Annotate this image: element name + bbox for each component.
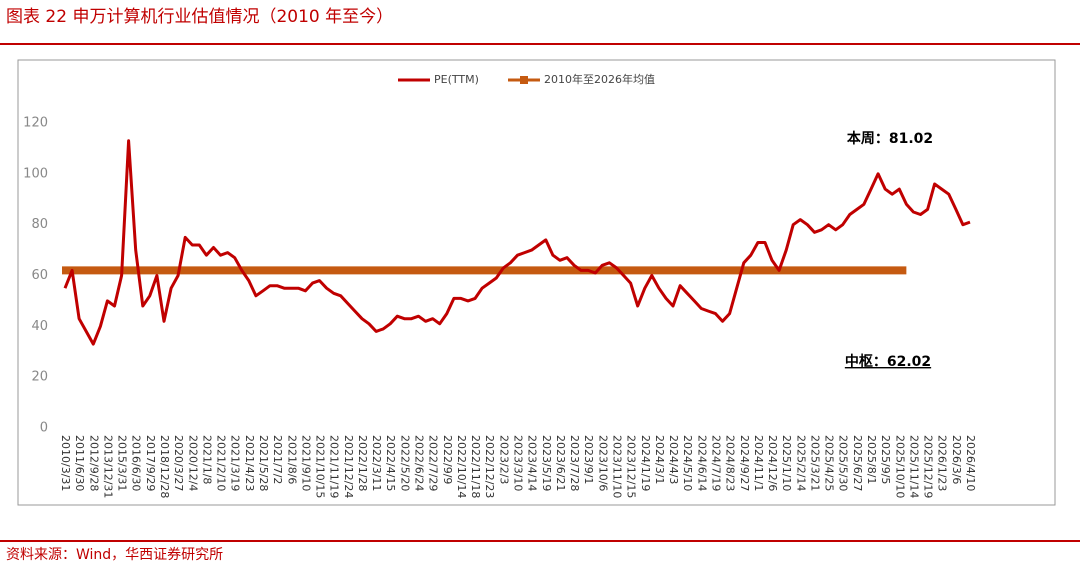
y-tick-label: 20	[31, 370, 48, 385]
x-tick-label: 2022/9/9	[441, 435, 454, 484]
x-tick-label: 2023/9/1	[582, 435, 595, 484]
x-tick-label: 2021/9/10	[299, 435, 312, 491]
x-tick-label: 2026/1/23	[936, 435, 949, 491]
x-tick-label: 2023/3/10	[512, 435, 525, 491]
y-tick-label: 120	[23, 116, 48, 131]
annotation: 本周：81.02	[847, 130, 933, 147]
x-tick-label: 2022/7/29	[427, 435, 440, 491]
x-tick-label: 2021/11/19	[328, 435, 341, 498]
x-tick-label: 2022/1/28	[356, 435, 369, 491]
x-tick-label: 2011/6/30	[73, 435, 86, 491]
x-tick-label: 2017/9/29	[144, 435, 157, 491]
x-tick-label: 2023/2/3	[497, 435, 510, 484]
legend-marker	[520, 76, 528, 84]
x-tick-label: 2012/9/28	[87, 435, 100, 491]
x-tick-label: 2025/8/1	[865, 435, 878, 484]
series-line	[63, 139, 971, 346]
x-tick-label: 2023/11/10	[610, 435, 623, 498]
x-tick-label: 2024/1/19	[639, 435, 652, 491]
legend-label: 2010年至2026年均值	[544, 72, 655, 86]
x-tick-label: 2025/11/14	[907, 435, 920, 498]
x-tick-label: 2025/2/14	[794, 435, 807, 491]
x-tick-label: 2020/3/27	[172, 435, 185, 491]
x-tick-label: 2025/3/21	[808, 435, 821, 491]
x-tick-label: 2023/6/21	[554, 435, 567, 491]
x-tick-label: 2020/12/4	[186, 435, 199, 491]
legend-label: PE(TTM)	[434, 73, 479, 86]
x-tick-label: 2021/12/24	[342, 435, 355, 498]
x-tick-label: 2024/12/6	[766, 435, 779, 491]
x-tick-label: 2025/9/5	[879, 435, 892, 484]
x-tick-label: 2021/3/19	[229, 435, 242, 491]
x-tick-label: 2015/3/31	[116, 435, 129, 491]
x-tick-label: 2024/6/14	[695, 435, 708, 491]
x-tick-label: 2021/4/23	[243, 435, 256, 491]
x-tick-label: 2021/7/2	[271, 435, 284, 484]
x-tick-label: 2021/8/6	[285, 435, 298, 484]
x-tick-label: 2025/4/25	[823, 435, 836, 491]
x-tick-label: 2025/5/30	[837, 435, 850, 491]
chart-frame	[17, 59, 1056, 506]
x-tick-label: 2021/1/8	[200, 435, 213, 484]
y-tick-label: 80	[31, 217, 48, 232]
x-tick-label: 2021/5/28	[257, 435, 270, 491]
x-tick-label: 2024/5/10	[681, 435, 694, 491]
y-tick-label: 60	[31, 268, 48, 283]
x-tick-label: 2022/12/23	[483, 435, 496, 498]
x-tick-label: 2024/4/3	[667, 435, 680, 484]
x-tick-label: 2022/4/15	[384, 435, 397, 491]
x-tick-label: 2024/3/1	[653, 435, 666, 484]
y-tick-label: 100	[23, 166, 48, 181]
x-tick-label: 2025/1/10	[780, 435, 793, 491]
x-tick-label: 2023/7/28	[568, 435, 581, 491]
x-tick-label: 2025/10/10	[893, 435, 906, 498]
x-tick-label: 2023/10/6	[596, 435, 609, 491]
x-tick-label: 2024/9/27	[738, 435, 751, 491]
x-tick-label: 2026/3/6	[950, 435, 963, 484]
source-note: 资料来源：Wind，华西证券研究所	[6, 547, 223, 563]
x-tick-label: 2024/7/19	[709, 435, 722, 491]
x-tick-label: 2025/6/27	[851, 435, 864, 491]
y-tick-label: 0	[40, 421, 48, 436]
x-tick-label: 2022/5/20	[398, 435, 411, 491]
x-tick-label: 2022/10/14	[455, 435, 468, 498]
x-tick-label: 2025/12/19	[922, 435, 935, 498]
x-tick-label: 2023/5/19	[540, 435, 553, 491]
x-tick-label: 2016/6/30	[130, 435, 143, 491]
x-tick-label: 2023/12/15	[625, 435, 638, 498]
x-tick-label: 2018/12/28	[158, 435, 171, 498]
x-tick-label: 2024/8/23	[724, 435, 737, 491]
x-tick-label: 2023/4/14	[526, 435, 539, 491]
x-tick-label: 2024/11/1	[752, 435, 765, 491]
x-tick-label: 2022/3/11	[370, 435, 383, 491]
x-tick-label: 2026/4/10	[964, 435, 977, 491]
figure-title: 图表 22 申万计算机行业估值情况（2010 年至今）	[6, 7, 393, 27]
x-tick-label: 2022/6/24	[413, 435, 426, 491]
x-tick-label: 2022/11/18	[469, 435, 482, 498]
x-tick-label: 2021/2/10	[215, 435, 228, 491]
x-tick-label: 2021/10/15	[314, 435, 327, 498]
y-tick-label: 40	[31, 319, 48, 334]
x-tick-label: 2013/12/31	[101, 435, 114, 498]
x-tick-label: 2010/3/31	[59, 435, 72, 491]
annotation: 中枢：62.02	[845, 353, 931, 370]
